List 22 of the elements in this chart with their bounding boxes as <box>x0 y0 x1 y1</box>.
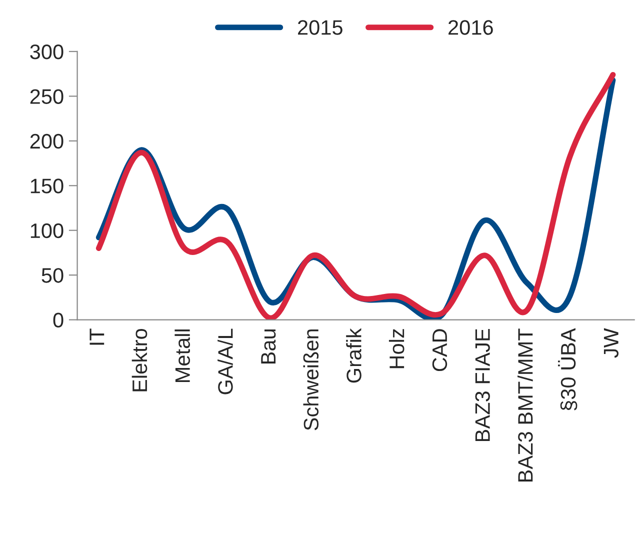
x-tick-label: Metall <box>174 330 190 382</box>
legend-label: 2016 <box>448 20 493 35</box>
y-tick-label: 300 <box>30 44 64 60</box>
x-tick-label: BAZ3 BMT/MMT <box>518 328 533 482</box>
y-tick-label: 250 <box>30 89 64 104</box>
y-tick-label: 0 <box>53 312 64 328</box>
x-tick-label: IT <box>90 328 104 345</box>
x-tick-label: Grafik <box>346 328 362 383</box>
x-tick-label: §30 ÜBA <box>558 328 578 410</box>
x-tick-label: CAD <box>432 329 448 372</box>
legend-label: 2015 <box>298 20 342 35</box>
x-tick-label: Schweißen <box>303 329 319 430</box>
x-tick-label: Holz <box>388 329 404 368</box>
x-tick-label: GA/A/L <box>218 328 233 394</box>
y-tick-label: 50 <box>42 268 64 283</box>
x-tick-label: Elektro <box>132 328 148 392</box>
x-tick-label: JW <box>604 328 619 358</box>
y-tick-label: 200 <box>30 134 64 149</box>
x-tick-label: BAZ3 FIAJE <box>475 329 490 442</box>
y-tick-label: 150 <box>30 178 64 194</box>
x-tick-label: Bau <box>261 329 276 364</box>
y-tick-label: 100 <box>30 223 64 238</box>
